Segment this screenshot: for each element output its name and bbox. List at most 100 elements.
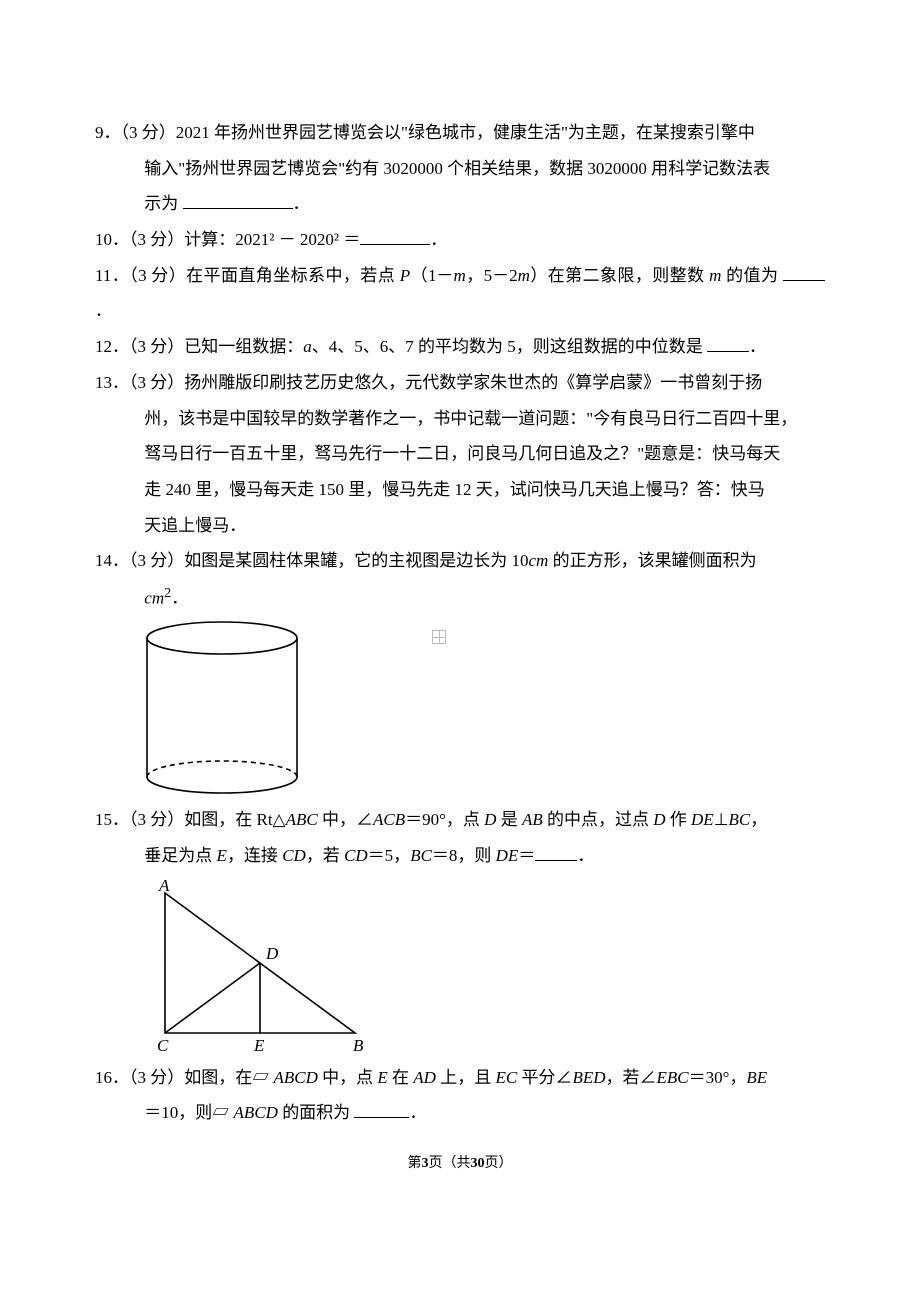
q9-l3a: 示为 (144, 194, 182, 213)
q9-line2: 输入"扬州世界园艺博览会"约有 3020000 个相关结果，数据 3020000… (95, 151, 825, 187)
triangle-figure: A B C D E (145, 878, 825, 1058)
footer-c: 页） (485, 1156, 513, 1171)
footer-total: 30 (471, 1156, 485, 1171)
watermark-icon (432, 630, 446, 644)
q16-ebc: EBC (656, 1068, 688, 1087)
question-16: 16．（3 分）如图，在▱ ABCD 中，点 E 在 AD 上，且 EC 平分∠… (95, 1060, 825, 1096)
q15-abc: ABC (286, 810, 318, 829)
q16-end: ． (409, 1103, 426, 1122)
q12-mid: 、4、5、6、7 的平均数为 5，则这组数据的中位数是 (312, 337, 707, 356)
q9-l3b: ． (293, 194, 310, 213)
svg-text:C: C (157, 1036, 169, 1053)
q13-l3: 驽马日行一百五十里，驽马先行一十二日，问良马几何日追及之？"题意是：快马每天 (95, 436, 825, 472)
q16-e: E (377, 1068, 387, 1087)
q15-end: ． (577, 846, 594, 865)
q16-mid1: 中，点 (318, 1068, 378, 1087)
q15-cd: CD (282, 846, 306, 865)
q16-ad: AD (413, 1068, 436, 1087)
question-13: 13．（3 分）扬州雕版印刷技艺历史悠久，元代数学家朱世杰的《算学启蒙》一书曾刻… (95, 365, 825, 401)
q11-blank (783, 263, 825, 281)
svg-text:E: E (253, 1036, 265, 1053)
q11-m3: m (709, 266, 721, 285)
q15-bc2: BC (410, 846, 432, 865)
page-footer: 第3页（共30页） (0, 1152, 920, 1172)
q10-end: ． (430, 230, 447, 249)
triangle-svg: A B C D E (145, 878, 375, 1053)
q14-cm: cm (529, 551, 549, 570)
q15-blank (535, 843, 577, 861)
q11-end: ． (95, 301, 112, 320)
q12-a: a (303, 337, 312, 356)
q11-mid3: ）在第二象限，则整数 (530, 266, 709, 285)
q15-d2: D (653, 810, 665, 829)
q16-mid3: 上，且 (436, 1068, 496, 1087)
q16-abcd: ABCD (274, 1068, 318, 1087)
q15-de: DE (691, 810, 714, 829)
q11-mid2: ，5－2 (466, 266, 518, 285)
q11-m1: m (454, 266, 466, 285)
svg-text:A: A (158, 878, 170, 895)
q11-num: 11．（3 分）在平面直角坐标系中，若点 (95, 266, 400, 285)
q15-acb: ACB (373, 810, 405, 829)
q15-mid7: ， (750, 810, 767, 829)
q15-l2c: ，若 (306, 846, 344, 865)
q10-blank (360, 227, 430, 245)
q13-l4: 走 240 里，慢马每天走 150 里，慢马先走 12 天，试问快马几天追上慢马… (95, 472, 825, 508)
question-14: 14．（3 分）如图是某圆柱体果罐，它的主视图是边长为 10cm 的正方形，该果… (95, 543, 825, 579)
q16-l2b: 的面积为 (278, 1103, 355, 1122)
q16-bed: BED (572, 1068, 605, 1087)
svg-text:D: D (265, 944, 279, 963)
q15-mid5: 作 (666, 810, 692, 829)
q10-num: 10．（3 分）计算： (95, 230, 235, 249)
question-9: 9．（3 分）2021 年扬州世界园艺博览会以"绿色城市，健康生活"为主题，在某… (95, 115, 825, 151)
q16-blank (354, 1100, 409, 1118)
cylinder-figure (145, 620, 825, 800)
q16-mid4: 平分∠ (517, 1068, 572, 1087)
q12-num: 12．（3 分）已知一组数据： (95, 337, 303, 356)
q15-mid1: 中，∠ (318, 810, 373, 829)
question-11: 11．（3 分）在平面直角坐标系中，若点 P（1－m，5－2m）在第二象限，则整… (95, 258, 825, 329)
q16-mid6: ＝30°， (689, 1068, 747, 1087)
q13-l1: 扬州雕版印刷技艺历史悠久，元代数学家朱世杰的《算学启蒙》一书曾刻于扬 (184, 373, 762, 392)
q16-be: BE (746, 1068, 767, 1087)
q15-de2: DE (496, 846, 519, 865)
q13-num: 13．（3 分） (95, 373, 184, 392)
q9-l1: 2021 年扬州世界园艺博览会以"绿色城市，健康生活"为主题，在某搜索引擎中 (176, 123, 755, 142)
q13-l2: 州，该书是中国较早的数学著作之一，书中记载一道问题："今有良马日行二百四十里， (95, 401, 825, 437)
q15-l2b: ，连接 (227, 846, 282, 865)
q12-blank (707, 334, 749, 352)
q9-num: 9．（3 分） (95, 123, 176, 142)
q15-l2f: ＝ (518, 846, 535, 865)
q15-l2d: ＝5， (368, 846, 411, 865)
q16-mid2: 在 (388, 1068, 414, 1087)
q14-end: ． (171, 589, 188, 608)
q14-unit: cm (144, 589, 164, 608)
q15-cd2: CD (344, 846, 368, 865)
q16-mid5: ，若∠ (605, 1068, 656, 1087)
q11-mid: （1－ (410, 266, 453, 285)
q12-end: ． (749, 337, 766, 356)
q15-mid2: ＝90°，点 (405, 810, 484, 829)
q16-l2: ＝10，则▱ ABCD 的面积为 ． (95, 1095, 825, 1131)
q15-mid4: 的中点，过点 (543, 810, 654, 829)
q11-mid4: 的值为 (721, 266, 783, 285)
q15-e: E (217, 846, 227, 865)
q14-unit-line: cm2． (95, 579, 825, 616)
question-15: 15．（3 分）如图，在 Rt△ABC 中，∠ACB＝90°，点 D 是 AB … (95, 802, 825, 838)
q14-mid: 的正方形，该果罐侧面积为 (548, 551, 756, 570)
q15-ab: AB (522, 810, 543, 829)
svg-text:B: B (353, 1036, 364, 1053)
footer-b: 页（共 (429, 1156, 471, 1171)
question-10: 10．（3 分）计算：2021² － 2020² ＝． (95, 222, 825, 258)
q15-l2: 垂足为点 E，连接 CD，若 CD＝5，BC＝8，则 DE＝． (95, 838, 825, 874)
q13-l5: 天追上慢马． (95, 508, 825, 544)
cylinder-svg (145, 620, 299, 795)
q15-bc: BC (729, 810, 751, 829)
q16-num: 16．（3 分）如图，在▱ (95, 1068, 274, 1087)
q16-abcd2: ABCD (234, 1103, 278, 1122)
q14-num: 14．（3 分）如图是某圆柱体果罐，它的主视图是边长为 10 (95, 551, 529, 570)
page: 9．（3 分）2021 年扬州世界园艺博览会以"绿色城市，健康生活"为主题，在某… (0, 0, 920, 1302)
q15-l2e: ＝8，则 (432, 846, 496, 865)
q9-line3: 示为 ． (95, 186, 825, 222)
footer-a: 第 (408, 1156, 422, 1171)
